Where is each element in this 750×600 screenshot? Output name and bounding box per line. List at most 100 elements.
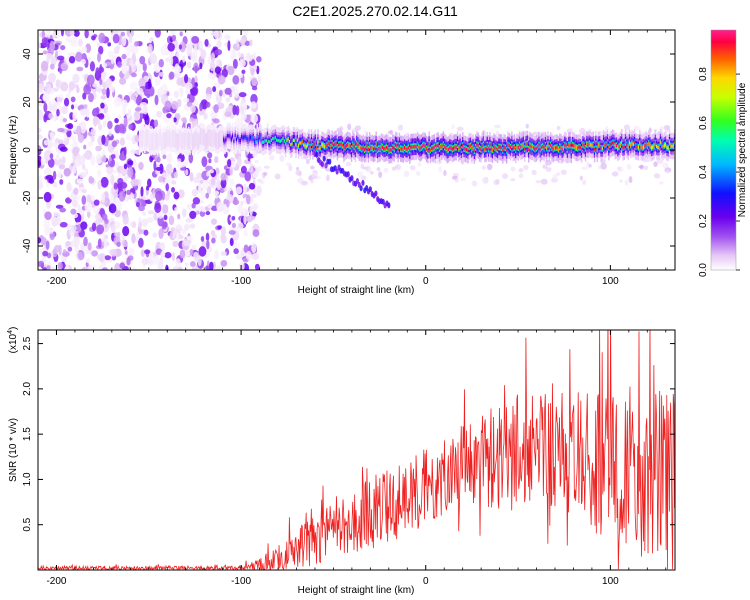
heatmap-ridge-cell: [552, 147, 554, 151]
heatmap-noise-cell: [105, 78, 113, 88]
heatmap-ridge-cell: [515, 148, 517, 152]
heatmap-noise-cell: [38, 98, 43, 107]
heatmap-noise-cell: [147, 210, 155, 215]
heatmap-ridge-cell: [425, 147, 428, 151]
heatmap-noise-cell: [179, 41, 186, 53]
heatmap-ridge-cell: [433, 145, 436, 149]
heatmap-noise-cell: [154, 94, 159, 106]
heatmap-noise-cell: [256, 185, 262, 196]
heatmap-noise-cell: [193, 176, 201, 184]
heatmap-ridge-cell: [628, 141, 631, 145]
heatmap-noise-cell: [69, 30, 75, 36]
heatmap-noise-cell: [206, 152, 213, 159]
heatmap-ridge-cell: [362, 146, 364, 150]
heatmap-ridge-cell: [445, 146, 447, 150]
heatmap-noise-cell: [117, 61, 123, 68]
heatmap-noise-cell: [251, 86, 258, 91]
heatmap-noise-cell: [131, 233, 136, 244]
heatmap-noise-cell: [345, 161, 352, 167]
heatmap-noise-cell: [186, 43, 193, 51]
heatmap-ridge-cell: [577, 146, 579, 150]
heatmap-ridge-cell: [643, 145, 645, 149]
heatmap-noise-cell: [61, 105, 68, 115]
heatmap-noise-cell: [231, 222, 237, 229]
heatmap-ridge-cell: [393, 146, 395, 151]
heatmap-ridge-cell: [401, 147, 403, 151]
heatmap-noise-cell: [190, 51, 198, 63]
heatmap-branch-cell: [324, 162, 328, 169]
heatmap-noise-cell: [239, 38, 246, 44]
heatmap-noise-cell: [98, 32, 106, 44]
heatmap-ridge-cell: [332, 143, 335, 148]
heatmap-noise-cell: [138, 179, 142, 187]
heatmap-ridge-cell: [471, 147, 473, 151]
heatmap-noise-cell: [116, 241, 121, 247]
heatmap-ridge-cell: [661, 143, 663, 147]
heatmap-ridge-cell: [667, 146, 669, 150]
heatmap-ridge-cell: [323, 144, 326, 149]
heatmap-branch-cell: [368, 186, 372, 193]
heatmap-ridge-cell: [341, 143, 344, 147]
heatmap-noise-cell: [199, 62, 203, 70]
heatmap-ridge-cell: [224, 139, 226, 143]
heatmap-noise-cell: [153, 119, 159, 128]
heatmap-ridge-cell: [299, 141, 301, 145]
heatmap-ridge-cell: [374, 146, 376, 150]
heatmap-ridge-cell: [247, 138, 249, 142]
heatmap-noise-cell: [238, 59, 246, 68]
heatmap-ridge-cell: [468, 144, 470, 149]
heatmap-noise-cell: [81, 266, 89, 270]
heatmap-ridge-cell: [378, 147, 380, 151]
heatmap-noise-cell: [59, 179, 64, 185]
heatmap-ridge-cell: [608, 145, 610, 149]
heatmap-noise-cell: [65, 36, 72, 43]
heatmap-ridge-cell: [427, 148, 429, 152]
heatmap-noise-cell: [252, 164, 256, 169]
heatmap-noise-cell: [100, 95, 107, 100]
heatmap-noise-cell: [94, 219, 101, 226]
heatmap-noise-cell: [102, 120, 107, 128]
heatmap-noise-cell: [181, 117, 186, 122]
heatmap-ridge-cell: [191, 133, 194, 151]
heatmap-noise-cell: [153, 160, 157, 172]
heatmap-noise-cell: [80, 58, 86, 65]
figure-title: C2E1.2025.270.02.14.G11: [292, 3, 458, 19]
y-tick-label: 2.5: [22, 336, 33, 350]
heatmap-noise-cell: [68, 81, 76, 91]
heatmap-noise-cell: [147, 178, 152, 188]
heatmap-noise-cell: [86, 194, 91, 204]
heatmap-ridge-cell: [405, 147, 407, 151]
heatmap-noise-cell: [126, 189, 132, 196]
heatmap-ridge-cell: [672, 144, 675, 148]
heatmap-ridge-cell: [263, 140, 265, 144]
heatmap-noise-cell: [233, 248, 239, 255]
heatmap-noise-cell: [124, 250, 128, 255]
heatmap-noise-cell: [83, 144, 87, 150]
heatmap-noise-cell: [107, 50, 115, 58]
heatmap-ridge-cell: [264, 139, 266, 143]
heatmap-noise-cell: [133, 111, 140, 119]
heatmap-noise-cell: [135, 87, 139, 98]
heatmap-noise-cell: [209, 169, 214, 174]
heatmap-noise-cell: [51, 142, 60, 148]
heatmap-noise-cell: [42, 94, 48, 102]
heatmap-noise-cell: [179, 87, 184, 98]
heatmap-ridge-cell: [420, 145, 423, 150]
heatmap-noise-cell: [63, 167, 71, 177]
heatmap-noise-cell: [189, 210, 197, 220]
heatmap-ridge-cell: [559, 145, 561, 149]
heatmap-noise-cell: [644, 157, 652, 163]
heatmap-ridge-cell: [207, 129, 209, 147]
heatmap-noise-cell: [168, 215, 175, 226]
heatmap-noise-cell: [588, 163, 592, 168]
heatmap-noise-cell: [616, 166, 622, 171]
heatmap-ridge-cell: [312, 144, 314, 149]
heatmap-noise-cell: [165, 163, 173, 175]
heatmap-noise-cell: [169, 211, 173, 217]
heatmap-ridge-cell: [657, 145, 659, 149]
heatmap-noise-cell: [42, 250, 49, 257]
heatmap-noise-cell: [100, 108, 105, 113]
heatmap-noise-cell: [88, 175, 94, 184]
